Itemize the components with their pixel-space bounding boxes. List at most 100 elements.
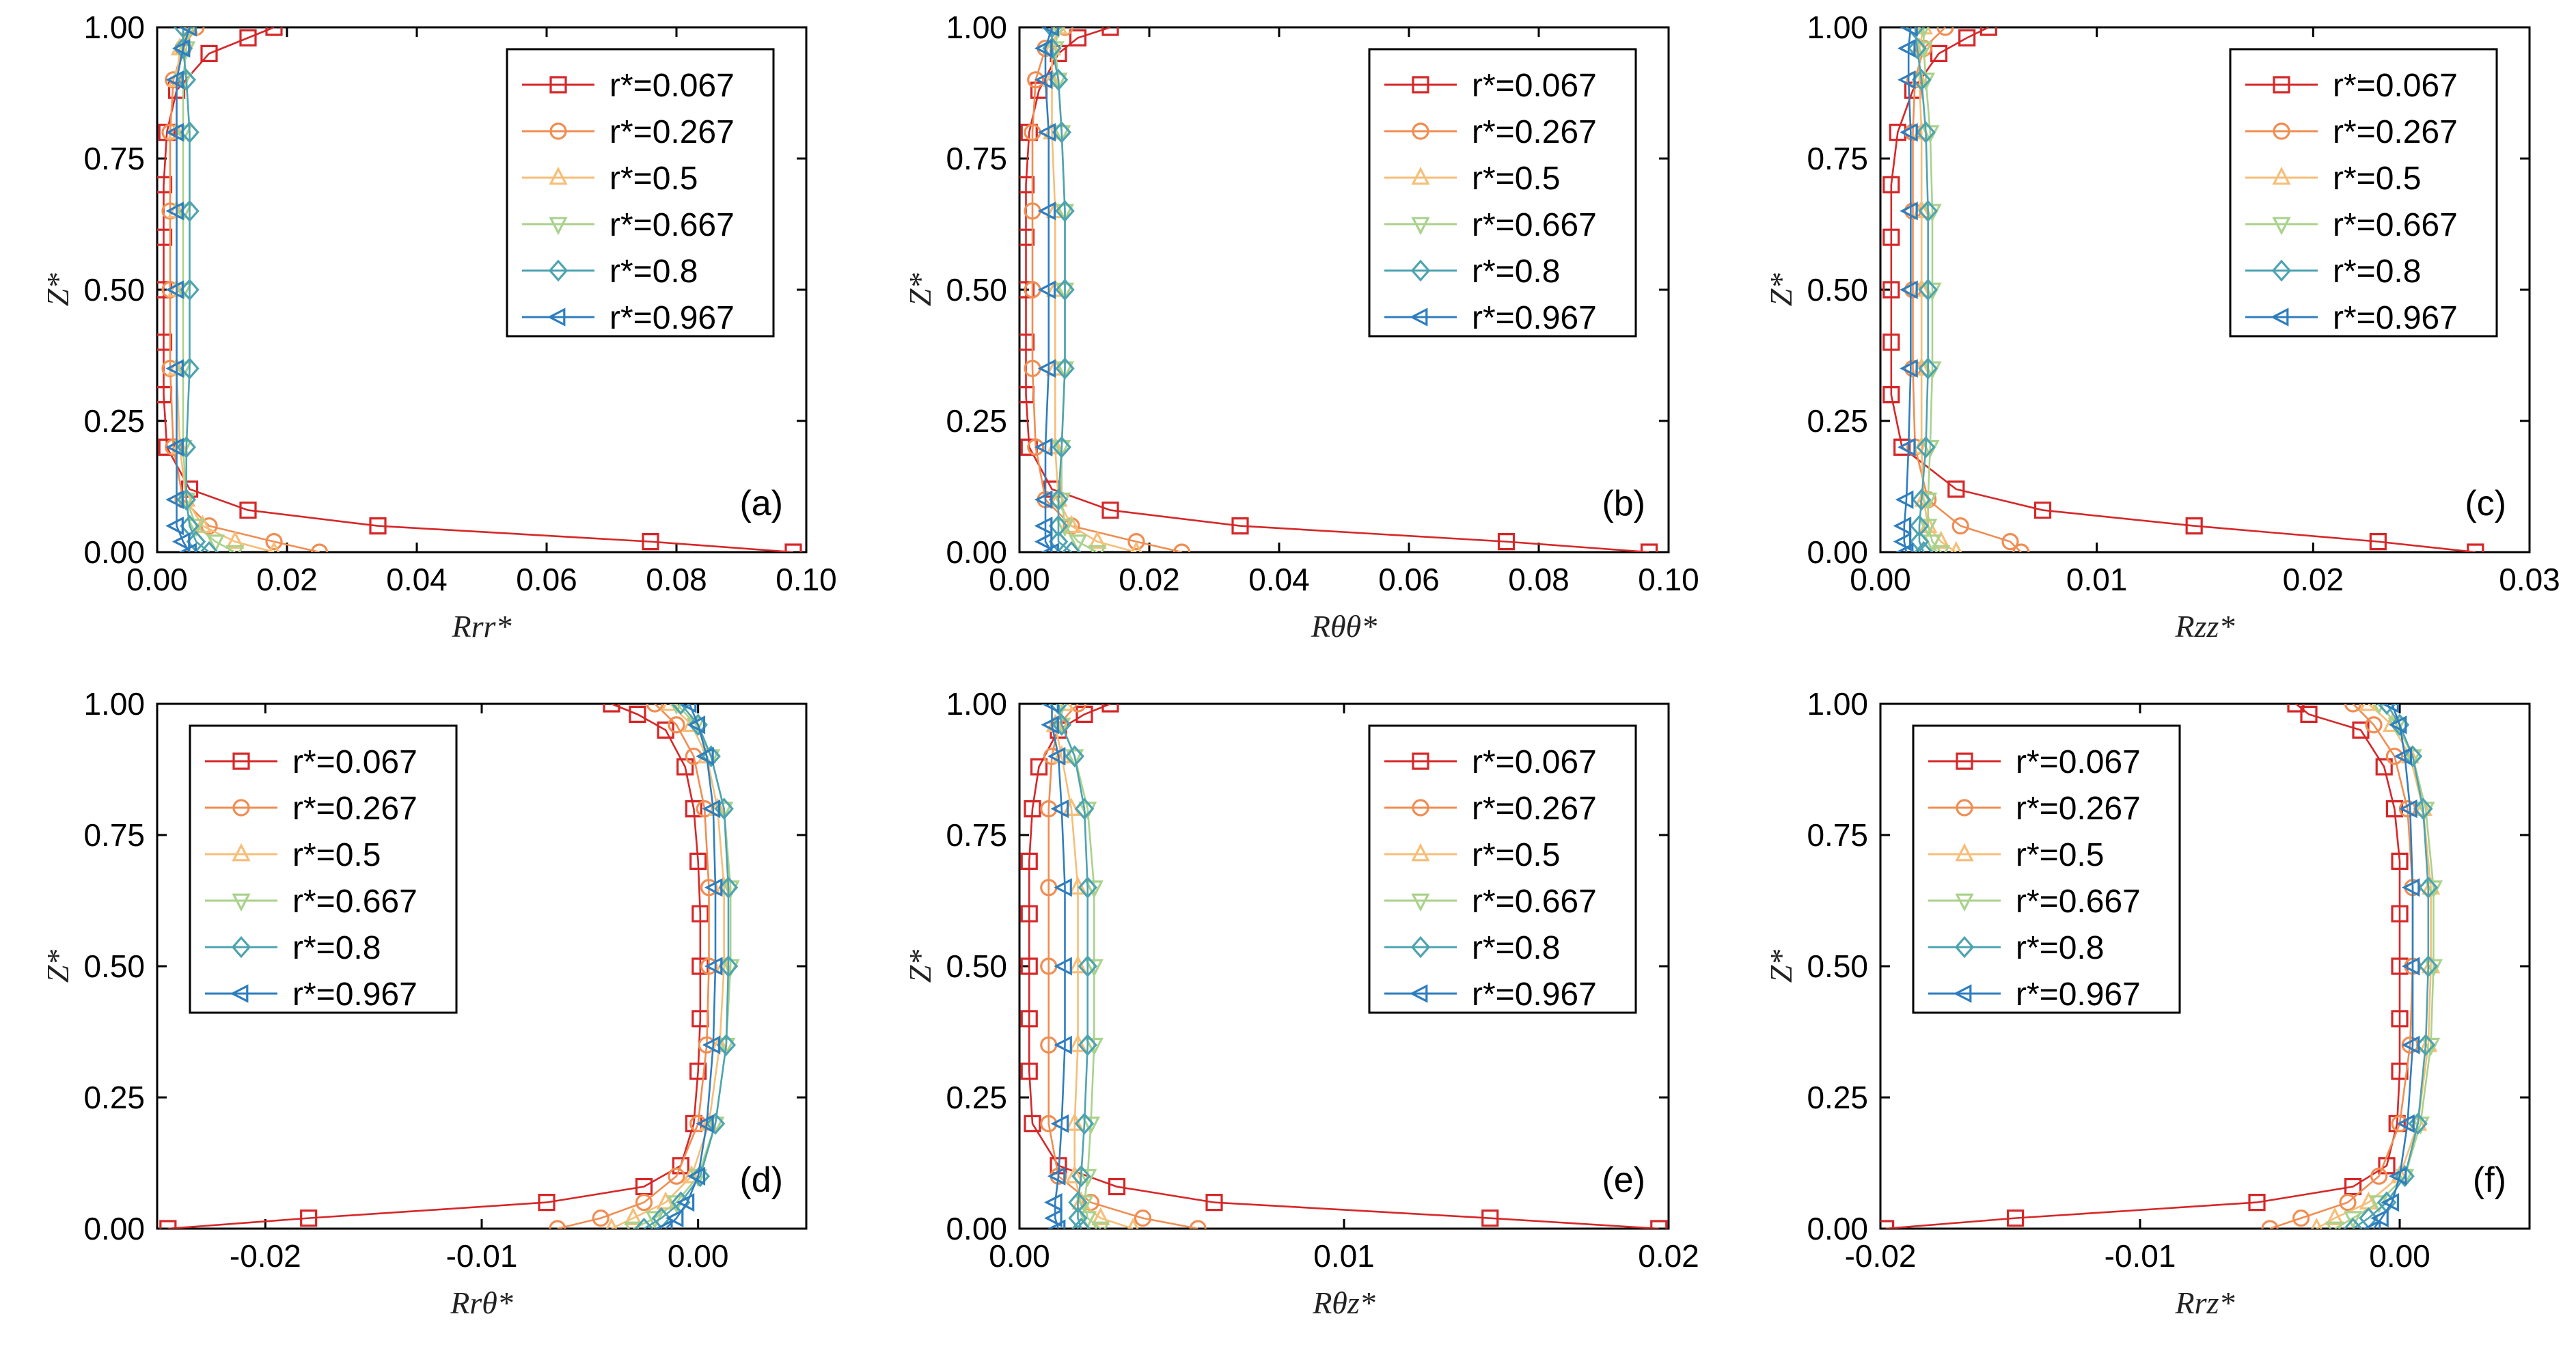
series-line [163, 27, 794, 552]
data-point [1889, 124, 1906, 141]
legend-entry-label: r*=0.067 [1472, 744, 1597, 780]
legend-entry-label: r*=0.067 [609, 68, 735, 104]
data-point [1918, 27, 1930, 39]
x-tick-label: 0.00 [2369, 1238, 2430, 1274]
legend-swatch-marker [1409, 308, 1428, 327]
x-tick-label: 0.02 [256, 562, 318, 597]
legend: r*=0.067 r*=0.267 r*=0.5 r*=0.667 r*=0.8 r*=0… [1368, 724, 1637, 1014]
data-point [1979, 27, 1997, 36]
data-point [1055, 200, 1075, 222]
x-tick-label: 0.02 [2283, 562, 2344, 597]
legend-entry-label: r*=0.967 [2333, 300, 2458, 336]
x-tick-label: 0.00 [989, 1238, 1050, 1274]
data-point [1065, 745, 1084, 767]
data-point [2365, 716, 2383, 734]
data-point [2261, 1220, 2279, 1229]
data-point [1069, 29, 1087, 46]
y-tick-label: 0.25 [946, 403, 1007, 439]
data-point [1101, 27, 1119, 36]
legend-entry-label: r*=0.267 [1472, 791, 1597, 827]
data-point [2391, 1010, 2409, 1028]
data-point [265, 27, 283, 36]
y-tick-label: 1.00 [946, 686, 1007, 722]
legend-swatch-marker [1410, 935, 1431, 959]
data-point [300, 1210, 318, 1227]
legend: r*=0.067 r*=0.267 r*=0.5 r*=0.667 r*=0.8 r*=0… [2229, 48, 2498, 338]
legend-entry-label: r*=0.5 [609, 161, 698, 197]
legend-entry-label: r*=0.667 [609, 207, 735, 243]
data-point [165, 122, 184, 142]
data-point [2370, 1209, 2389, 1228]
data-point [1020, 1010, 1038, 1028]
x-tick-label: 0.04 [386, 562, 448, 597]
legend-swatch-marker [1955, 843, 1974, 862]
x-tick-label: 0.03 [2499, 562, 2560, 597]
series-r*=0.967 [165, 27, 197, 552]
legend-swatch-marker [232, 799, 250, 817]
panel-a: 0.00 0.02 0.04 0.06 0.08 0.10 0.00 0.25 0.50 0.75… [40, 10, 837, 644]
data-point [1900, 280, 1918, 299]
data-point [1101, 704, 1119, 713]
panel-tag: (f) [2473, 1160, 2506, 1200]
data-point [1918, 357, 1938, 380]
data-point [180, 278, 200, 301]
data-point [1024, 1115, 1041, 1132]
data-point [1037, 202, 1056, 221]
data-point [2403, 749, 2422, 767]
data-point [1052, 27, 1065, 39]
series-r*=0.967 [1034, 27, 1059, 552]
data-point [1065, 1165, 1084, 1184]
data-point [176, 489, 196, 511]
x-tick-label: 0.01 [2066, 562, 2128, 597]
data-point [1932, 545, 1951, 552]
data-point [1173, 543, 1191, 552]
legend-box [506, 48, 775, 338]
x-axis-label: Rθθ* [1311, 609, 1377, 644]
legend-entry-label: r*=0.8 [609, 254, 698, 290]
data-point [1078, 955, 1097, 978]
data-point [2388, 1166, 2407, 1186]
x-tick-label: 0.02 [1119, 562, 1180, 597]
data-point [1034, 39, 1053, 58]
data-point [678, 704, 697, 713]
plot-area [1880, 704, 2443, 1229]
data-point [1081, 1117, 1101, 1135]
data-point [646, 704, 663, 713]
data-point [1047, 747, 1066, 766]
x-tick-label: 0.00 [126, 562, 188, 597]
legend-swatch-marker [1409, 984, 1428, 1003]
data-point [702, 1035, 721, 1054]
data-point [1497, 533, 1516, 551]
data-point [705, 1112, 726, 1135]
x-tick-label: 0.08 [1508, 562, 1570, 597]
data-point [1041, 704, 1059, 713]
data-point [1043, 748, 1061, 765]
data-point [239, 501, 257, 519]
y-tick-label: 0.75 [946, 141, 1007, 176]
data-point [2467, 543, 2484, 552]
series-r*=0.967 [2362, 704, 2420, 1229]
data-point [1074, 1112, 1095, 1135]
data-point [187, 519, 206, 537]
y-tick-label: 0.50 [946, 948, 1007, 984]
series-line [1031, 27, 1182, 552]
y-tick-label: 1.00 [83, 686, 145, 722]
data-point [2381, 1192, 2399, 1212]
data-point [1936, 27, 1954, 36]
data-point [1916, 436, 1936, 459]
data-point [1044, 1192, 1063, 1212]
plot-area [1882, 27, 2484, 552]
data-point [2325, 1221, 2344, 1229]
data-point [1919, 515, 1938, 533]
data-point [176, 68, 196, 91]
data-point [2396, 1114, 2415, 1134]
data-point [1055, 704, 1075, 711]
data-point [1919, 519, 1938, 537]
series-r*=0.967 [1893, 27, 1918, 552]
data-point [642, 533, 659, 551]
legend-entry-label: r*=0.8 [2333, 254, 2421, 290]
data-point [2424, 959, 2443, 978]
data-point [1068, 1191, 1088, 1214]
series-r*=0.8 [1905, 27, 1938, 552]
